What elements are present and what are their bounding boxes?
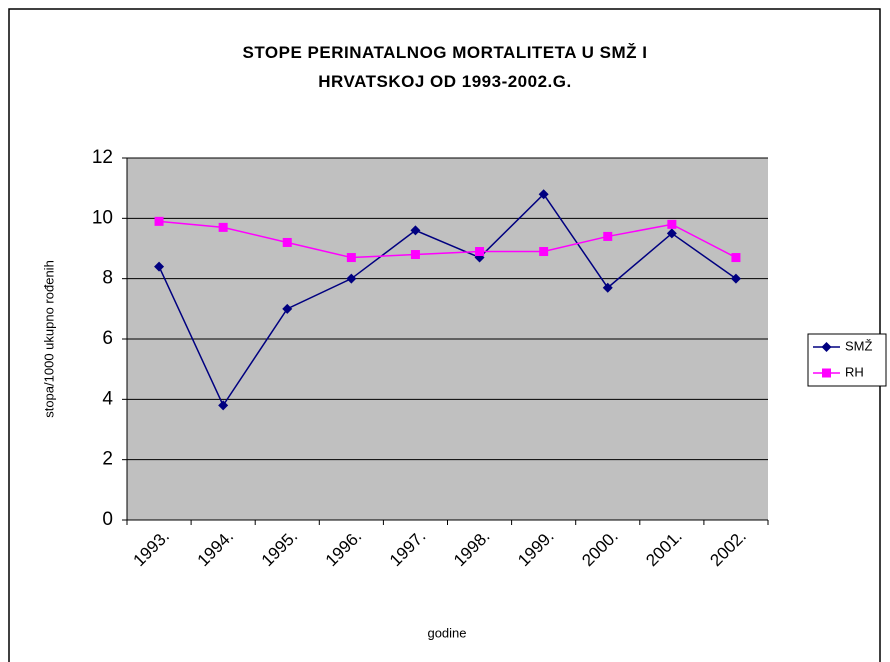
marker: [218, 222, 228, 232]
series-line: [158, 193, 737, 407]
marker: [603, 231, 613, 241]
chart-title: STOPE PERINATALNOG MORTALITETA U SMŽ I H…: [242, 43, 648, 91]
y-tick-label: 0: [102, 509, 113, 530]
y-axis-label: stopa/1000 ukupno rođenih: [41, 260, 56, 418]
marker: [410, 250, 420, 260]
marker: [346, 273, 357, 284]
marker: [282, 237, 292, 247]
legend-box: [807, 333, 887, 387]
series-line: [158, 220, 737, 259]
marker: [154, 261, 165, 272]
y-tick-label: 6: [102, 328, 113, 349]
marker: [538, 189, 549, 200]
marker: [539, 247, 549, 257]
marker: [346, 253, 356, 263]
legend-label: SMŽ: [845, 338, 873, 353]
marker: [218, 400, 229, 411]
x-axis-label: godine: [427, 625, 466, 640]
marker: [731, 253, 741, 263]
marker: [667, 219, 677, 229]
marker: [821, 342, 832, 352]
y-tick-label: 2: [102, 449, 113, 470]
marker: [666, 228, 677, 239]
marker: [475, 247, 485, 257]
y-tick-label: 4: [102, 388, 113, 409]
marker: [410, 225, 421, 236]
marker: [154, 216, 164, 226]
y-tick-label: 12: [92, 147, 113, 168]
marker: [602, 282, 613, 293]
y-tick-label: 10: [92, 207, 113, 228]
y-tick-label: 8: [102, 268, 113, 289]
legend-label: RH: [845, 364, 864, 379]
marker: [730, 273, 741, 284]
marker: [282, 303, 293, 314]
marker: [822, 368, 831, 378]
